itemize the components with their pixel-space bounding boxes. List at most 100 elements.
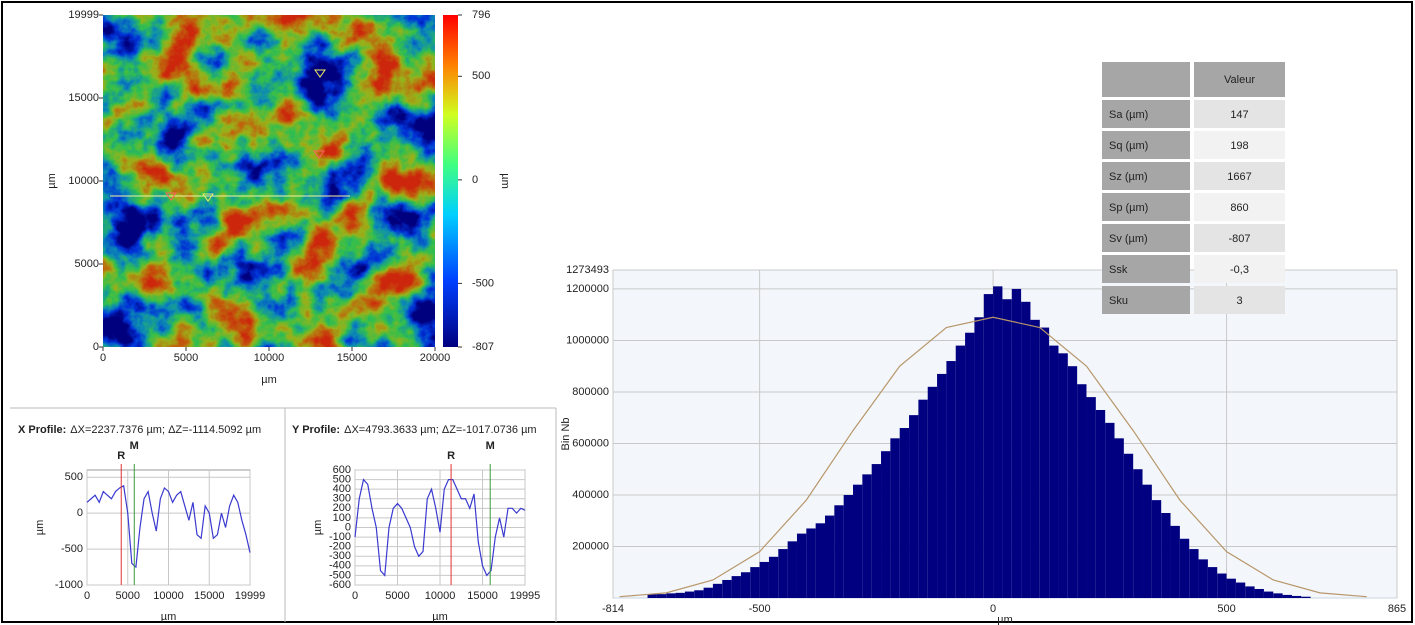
- colorbar-label: µm: [499, 173, 511, 189]
- table-value-cell: [1194, 162, 1285, 190]
- bar: [834, 505, 844, 598]
- y-tick-label: -600: [329, 579, 351, 591]
- marker-r: [165, 150, 325, 201]
- x-axis-label: µm: [997, 614, 1013, 625]
- table-value-cell: [1194, 224, 1285, 252]
- bar: [927, 386, 938, 598]
- x-tick-label: 5000: [174, 352, 198, 364]
- bar: [1170, 525, 1180, 598]
- bar: [703, 587, 713, 598]
- y-axis-label: Bin Nb: [560, 417, 572, 450]
- bar: [1254, 588, 1264, 598]
- x-tick-label: -814: [602, 603, 624, 615]
- x-tick-label: 20000: [420, 352, 451, 364]
- bar: [768, 556, 779, 598]
- x-axis-label: µm: [261, 374, 277, 386]
- y-tick-label: 15000: [68, 92, 99, 104]
- x-tick-label: 5000: [116, 590, 140, 602]
- bar: [1011, 288, 1022, 598]
- colorbar-tick-label: 0: [472, 174, 478, 186]
- table-header: Valeur: [1224, 74, 1255, 86]
- fit-curve: [619, 316, 1367, 598]
- bar: [918, 399, 928, 598]
- bar: [1189, 549, 1199, 598]
- y-tick-label: 600000: [572, 437, 609, 449]
- bar: [796, 533, 807, 598]
- bar: [1077, 384, 1087, 598]
- bar: [862, 474, 872, 598]
- bar: [1245, 586, 1255, 598]
- marker-label: M: [130, 440, 139, 452]
- y-tick-label: -200: [329, 541, 351, 553]
- y-axis-label: µm: [312, 520, 324, 536]
- x-axis-label: µm: [432, 611, 448, 623]
- bar: [684, 591, 695, 598]
- y-tick-label: 500: [333, 473, 351, 485]
- bar: [1067, 366, 1078, 598]
- bar: [1105, 422, 1115, 598]
- table-value: -0,3: [1230, 264, 1249, 276]
- bar: [1123, 453, 1134, 598]
- y-tick-label: -500: [61, 543, 83, 555]
- x-tick-label: 19999: [235, 590, 266, 602]
- table-value-cell: [1194, 286, 1285, 314]
- x-tick-label: 5000: [385, 590, 409, 602]
- colorbar-tick-label: 796: [472, 9, 490, 21]
- bar: [1179, 538, 1190, 598]
- profile-line: [354, 478, 526, 577]
- bar: [1198, 559, 1208, 598]
- bar: [787, 541, 797, 598]
- y-tick-label: 500: [65, 471, 83, 483]
- table-label-cell: [1102, 224, 1190, 252]
- bar: [1021, 301, 1031, 598]
- y-tick-label: 200: [333, 502, 351, 514]
- bar: [806, 528, 816, 598]
- bar: [759, 561, 769, 598]
- title: X Profile:: [18, 424, 66, 436]
- bar: [993, 286, 1003, 598]
- bar: [881, 451, 891, 598]
- table-label: Sv (µm): [1109, 233, 1148, 245]
- bar: [750, 567, 760, 598]
- y-tick-label: 19999: [68, 9, 99, 21]
- bar: [899, 428, 910, 598]
- x-tick-label: 0: [84, 590, 90, 602]
- table-label: Sz (µm): [1109, 171, 1148, 183]
- bar: [1226, 578, 1236, 598]
- bar: [731, 576, 741, 598]
- bar: [946, 361, 956, 598]
- table-label-cell: [1102, 162, 1190, 190]
- bar: [722, 579, 732, 598]
- table-value-cell: [1194, 255, 1285, 283]
- bar: [909, 415, 919, 598]
- bar: [890, 438, 900, 598]
- bar: [740, 572, 751, 598]
- table-value: 147: [1230, 109, 1248, 121]
- colorbar: [443, 15, 458, 347]
- marker-label: R: [447, 450, 455, 462]
- bar: [843, 494, 854, 598]
- table-label-cell: [1102, 193, 1190, 221]
- x-tick-label: 10000: [425, 590, 456, 602]
- x-tick-label: 0: [100, 352, 106, 364]
- table-header-cell: [1102, 62, 1190, 97]
- table-value: -807: [1228, 233, 1250, 245]
- table-label: Sq (µm): [1109, 140, 1148, 152]
- profile-title: X Profile: ΔX=2237.7376 µm; ΔZ=-1114.5092…: [18, 424, 261, 436]
- subtitle: ΔX=2237.7376 µm; ΔZ=-1114.5092 µm: [70, 424, 261, 436]
- subtitle: ΔX=4793.3633 µm; ΔZ=-1017.0736 µm: [344, 424, 536, 436]
- x-tick-label: 865: [1388, 603, 1406, 615]
- bar: [853, 484, 863, 598]
- bar: [694, 590, 704, 598]
- y-tick-label: -400: [329, 560, 351, 572]
- bar: [1235, 582, 1246, 598]
- bar: [1263, 591, 1274, 598]
- table-value: 198: [1230, 140, 1248, 152]
- colorbar-tick-label: 500: [472, 70, 490, 82]
- title: Y Profile:: [292, 424, 340, 436]
- y-tick-label: 400000: [572, 489, 609, 501]
- x-tick-label: 500: [1217, 603, 1235, 615]
- bar: [1301, 596, 1311, 598]
- table-label-cell: [1102, 100, 1190, 128]
